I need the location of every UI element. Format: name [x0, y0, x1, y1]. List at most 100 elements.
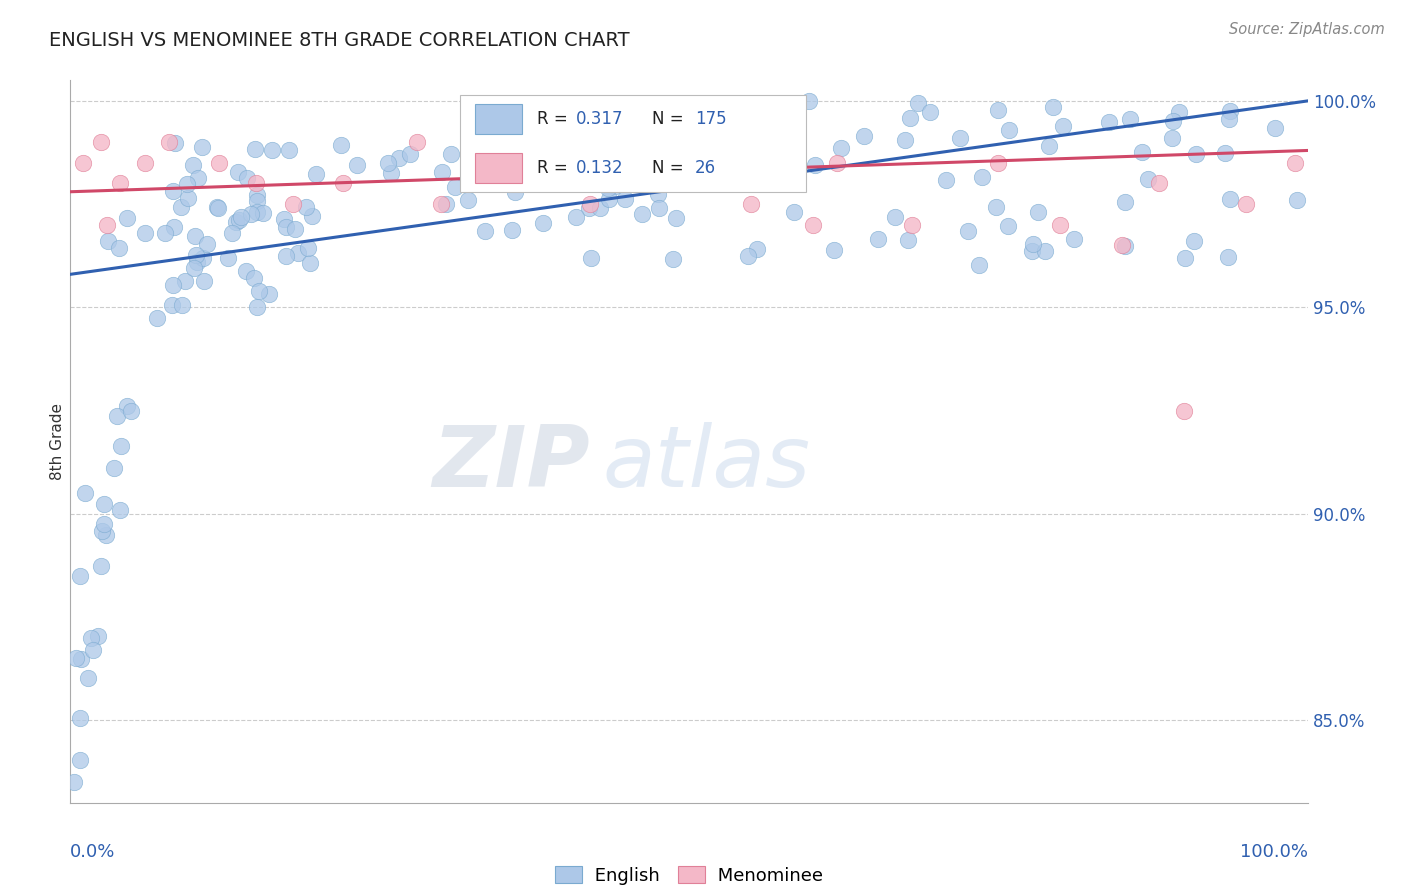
Point [273, 212, 295, 227]
Point [388, 151, 411, 165]
Point [191, 252, 214, 266]
Point [1219, 104, 1241, 119]
Legend:  English,  Menominee: English, Menominee [547, 859, 831, 892]
Point [246, 188, 269, 202]
Bar [475, 104, 522, 135]
Point [465, 139, 488, 153]
Point [673, 172, 696, 186]
Point [1173, 403, 1195, 417]
Point [97, 235, 120, 249]
Point [1114, 239, 1136, 253]
Point [245, 177, 267, 191]
Point [1213, 145, 1236, 160]
Point [613, 192, 636, 206]
Point [1174, 252, 1197, 266]
Point [444, 180, 467, 194]
Point [281, 197, 304, 211]
Point [640, 121, 662, 136]
Point [440, 146, 463, 161]
Point [801, 218, 824, 232]
Point [162, 277, 184, 292]
Point [804, 158, 827, 172]
Point [1137, 171, 1160, 186]
Point [603, 178, 626, 193]
Point [1147, 177, 1170, 191]
Point [627, 103, 650, 117]
Point [193, 274, 215, 288]
Point [987, 156, 1010, 170]
Point [115, 211, 138, 225]
Point [1052, 120, 1074, 134]
Point [110, 439, 132, 453]
Point [935, 172, 957, 186]
Point [108, 503, 131, 517]
Point [77, 671, 100, 685]
Point [593, 115, 616, 129]
Point [226, 165, 249, 179]
Point [301, 209, 323, 223]
Point [1098, 115, 1121, 129]
Point [823, 243, 845, 257]
Point [380, 166, 402, 180]
Point [907, 96, 929, 111]
Point [997, 219, 1019, 233]
Point [82, 642, 104, 657]
Point [86, 629, 108, 643]
Text: 100.0%: 100.0% [1240, 843, 1308, 861]
Point [565, 210, 588, 224]
Point [183, 261, 205, 276]
Text: ENGLISH VS MENOMINEE 8TH GRADE CORRELATION CHART: ENGLISH VS MENOMINEE 8TH GRADE CORRELATI… [49, 31, 630, 50]
Point [782, 204, 804, 219]
Point [69, 568, 91, 582]
Point [986, 200, 1008, 214]
Point [183, 229, 205, 244]
Point [191, 140, 214, 154]
Point [520, 161, 543, 176]
Point [103, 460, 125, 475]
Point [1033, 244, 1056, 258]
Point [162, 298, 184, 312]
Point [257, 287, 280, 301]
Point [900, 218, 922, 232]
Point [75, 486, 97, 500]
Point [332, 177, 354, 191]
Point [1063, 232, 1085, 246]
Point [235, 263, 257, 277]
Point [207, 201, 229, 215]
Point [108, 177, 131, 191]
Point [162, 185, 184, 199]
Point [1042, 100, 1064, 114]
Point [434, 197, 457, 211]
Point [501, 223, 523, 237]
Point [287, 245, 309, 260]
Point [1219, 192, 1241, 206]
Point [146, 310, 169, 325]
Point [299, 256, 322, 270]
Point [1130, 145, 1153, 159]
Point [134, 156, 156, 170]
Point [96, 218, 118, 232]
Point [897, 233, 920, 247]
Point [1264, 121, 1286, 136]
Point [474, 224, 496, 238]
Point [430, 165, 453, 179]
Point [769, 138, 792, 153]
Point [581, 251, 603, 265]
Point [1218, 112, 1240, 126]
Point [90, 558, 112, 573]
Point [377, 156, 399, 170]
Point [240, 207, 263, 221]
Point [578, 172, 600, 186]
Point [457, 194, 479, 208]
Point [96, 528, 118, 542]
Point [187, 170, 209, 185]
Point [134, 226, 156, 240]
Point [93, 497, 115, 511]
Point [662, 252, 685, 266]
Point [274, 219, 297, 234]
FancyBboxPatch shape [460, 95, 807, 193]
Point [157, 135, 180, 149]
Point [162, 220, 184, 235]
Point [894, 133, 917, 147]
Point [65, 651, 87, 665]
